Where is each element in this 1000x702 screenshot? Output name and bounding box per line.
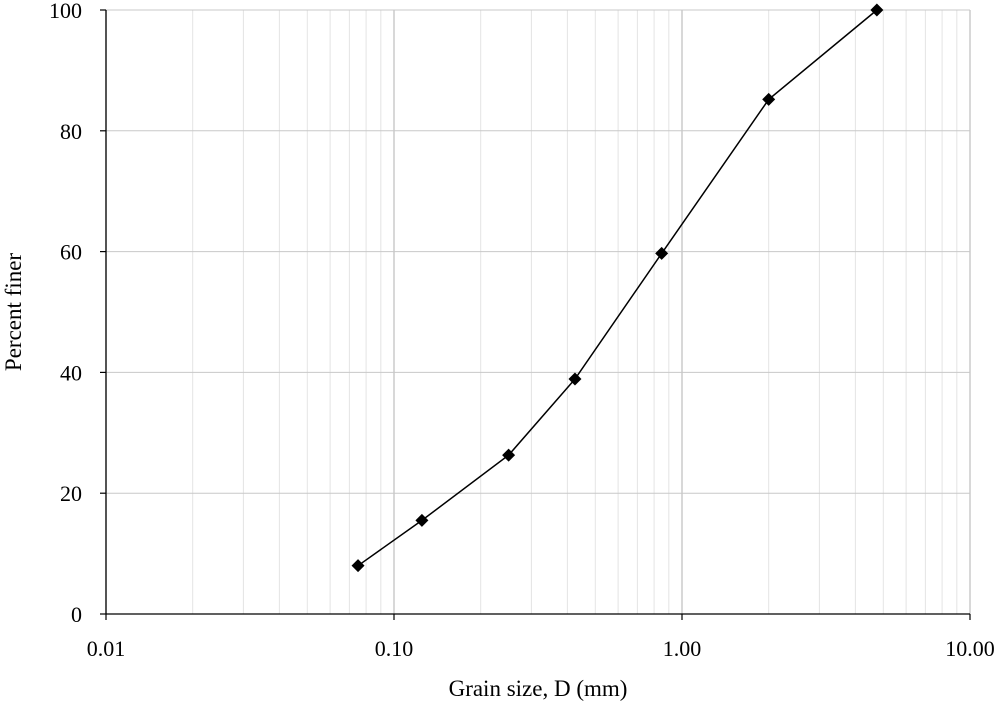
data-point-marker [762,92,776,106]
x-tick-label: 0.10 [375,636,414,661]
data-point-marker [870,3,884,17]
y-tick-label: 100 [49,0,82,23]
y-tick-label: 80 [60,119,82,144]
data-point-marker [415,513,429,527]
x-axis-title: Grain size, D (mm) [449,676,628,701]
y-axis-title: Percent finer [1,253,26,371]
data-point-marker [655,246,669,260]
data-point-marker [568,372,582,386]
x-tick-label: 1.00 [663,636,702,661]
x-tick-label: 10.00 [945,636,995,661]
y-tick-label: 60 [60,240,82,265]
data-point-marker [502,448,516,462]
y-tick-label: 40 [60,360,82,385]
y-tick-label: 0 [71,602,82,627]
x-tick-label: 0.01 [87,636,126,661]
series-line [357,9,878,567]
grid-lines [105,9,971,615]
data-series [351,3,884,573]
y-tick-label: 20 [60,481,82,506]
tick-labels: 0.01 0.10 1.00 10.00 0 20 40 60 80 100 [49,0,995,661]
axes [105,10,970,615]
data-point-marker [351,559,365,573]
